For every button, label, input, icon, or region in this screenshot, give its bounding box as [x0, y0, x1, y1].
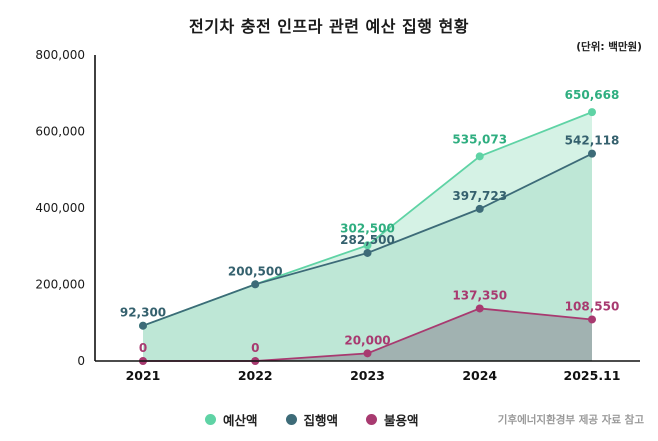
budget-legend-dot-icon — [205, 414, 216, 425]
legend: 예산액 집행액 불용액 — [205, 410, 419, 429]
x-tick-label: 2022 — [238, 368, 273, 383]
unused-value-label: 0 — [251, 341, 259, 355]
legend-label-unused: 불용액 — [384, 413, 419, 428]
unused-area — [143, 308, 592, 361]
x-tick-label: 2024 — [462, 368, 497, 383]
legend-item-unused: 불용액 — [366, 410, 419, 429]
execution-point-2022 — [251, 280, 260, 289]
chart-title: 전기차 충전 인프라 관련 예산 집행 현황 — [189, 17, 469, 36]
y-tick-label: 0 — [77, 354, 85, 368]
legend-item-budget: 예산액 — [205, 410, 258, 429]
x-tick-label: 2023 — [350, 368, 385, 383]
legend-label-execution: 집행액 — [303, 413, 339, 428]
execution-value-label: 92,300 — [120, 306, 166, 320]
y-tick-label: 400,000 — [35, 201, 85, 215]
execution-point-2021 — [139, 321, 147, 330]
legend-item-execution: 집행액 — [285, 410, 339, 429]
unused-point-2023 — [363, 349, 372, 358]
y-tick-label: 600,000 — [35, 125, 85, 139]
budget-value-label: 650,668 — [565, 88, 620, 102]
execution-point-2023 — [363, 248, 372, 257]
unused-legend-dot-icon — [366, 414, 378, 425]
unused-value-label: 0 — [139, 341, 147, 355]
execution-point-2025.11 — [588, 149, 596, 158]
budget-point-2024 — [475, 152, 484, 161]
y-tick-label: 800,000 — [35, 48, 85, 62]
budget-point-2023 — [363, 241, 372, 250]
budget-value-label: 535,073 — [452, 132, 507, 146]
execution-value-label: 282,500 — [340, 233, 395, 247]
x-tick-label: 2025.11 — [564, 368, 621, 383]
execution-legend-dot-icon — [285, 414, 297, 425]
budget-point-2025.11 — [588, 108, 596, 117]
unused-value-label: 108,550 — [565, 299, 620, 313]
unused-value-label: 20,000 — [344, 333, 390, 347]
budget-area — [143, 112, 592, 361]
execution-value-label: 542,118 — [565, 134, 620, 148]
unused-value-label: 137,350 — [452, 288, 507, 302]
y-tick-label: 200,000 — [35, 278, 85, 292]
budget-value-label: 302,500 — [340, 221, 395, 235]
unused-point-2025.11 — [588, 315, 596, 324]
execution-point-2024 — [475, 204, 484, 213]
x-tick-label: 2021 — [126, 368, 161, 383]
execution-value-label: 397,723 — [452, 189, 507, 203]
source-note: 기후에너지환경부 제공 자료 참고 — [497, 414, 644, 426]
execution-value-label: 200,500 — [228, 264, 283, 278]
legend-label-budget: 예산액 — [223, 413, 258, 428]
unit-note: (단위: 백만원) — [576, 41, 642, 53]
unused-point-2024 — [475, 304, 484, 313]
